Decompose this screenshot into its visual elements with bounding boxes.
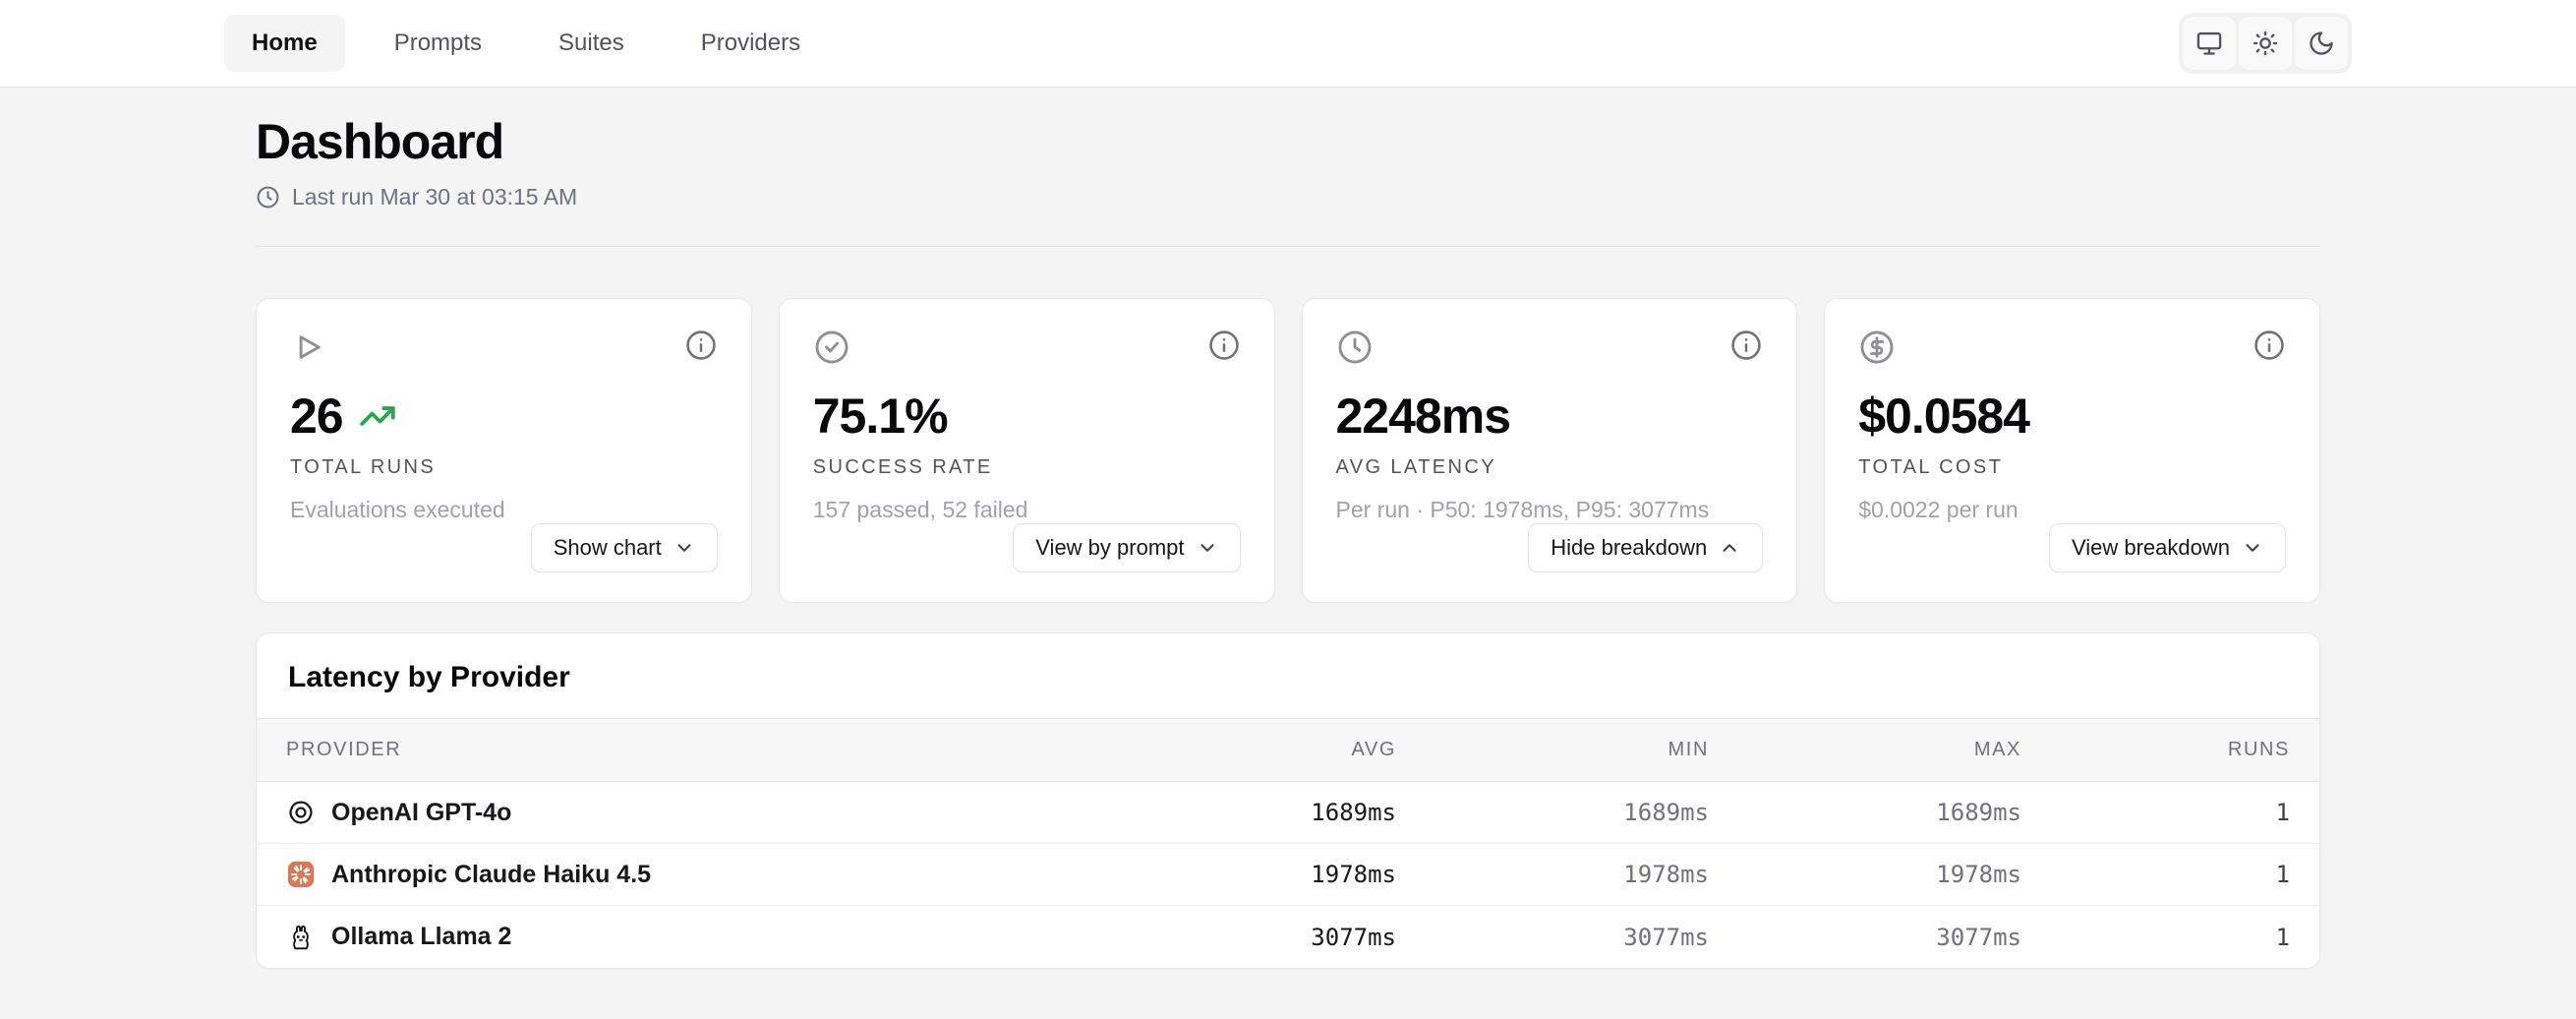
success-rate-value: 75.1% xyxy=(812,389,949,444)
column-min: MIN xyxy=(1668,739,1709,760)
last-run-status: Last run Mar 30 at 03:15 AM xyxy=(256,184,2320,210)
stat-card-avg-latency: 2248ms AVG LATENCY Per run · P50: 1978ms… xyxy=(1301,298,1798,603)
runs-cell: 1 xyxy=(2275,923,2290,951)
success-rate-sub: 157 passed, 52 failed xyxy=(812,497,1028,522)
avg-cell: 3077ms xyxy=(1311,923,1396,951)
monitor-icon xyxy=(2195,30,2223,57)
show-chart-button[interactable]: Show chart xyxy=(530,523,718,572)
chevron-down-icon xyxy=(677,544,691,552)
trending-up-icon xyxy=(359,397,396,435)
view-by-prompt-button[interactable]: View by prompt xyxy=(1013,523,1241,572)
anthropic-logo-icon xyxy=(286,860,316,889)
chevron-down-icon xyxy=(2246,544,2259,552)
column-provider: PROVIDER xyxy=(286,739,402,760)
table-row-anthropic: Anthropic Claude Haiku 4.5 1978ms 1978ms… xyxy=(257,844,2319,906)
max-cell: 3077ms xyxy=(1936,923,2021,951)
top-nav: Home Prompts Suites Providers xyxy=(0,0,2576,88)
avg-latency-value: 2248ms xyxy=(1335,389,1511,444)
min-cell: 3077ms xyxy=(1623,923,1709,951)
play-icon xyxy=(290,329,327,366)
tab-prompts[interactable]: Prompts xyxy=(393,30,483,56)
clock-icon xyxy=(1336,329,1374,366)
column-max: MAX xyxy=(1973,739,2021,760)
chevron-down-icon xyxy=(1200,544,1214,552)
total-cost-sub: $0.0022 per run xyxy=(1858,497,2019,522)
view-breakdown-label: View breakdown xyxy=(2071,535,2230,560)
theme-toggle-group xyxy=(2179,13,2352,74)
chevron-up-icon xyxy=(1723,544,1736,552)
min-cell: 1689ms xyxy=(1623,799,1709,826)
table-row-openai: OpenAI GPT-4o 1689ms 1689ms 1689ms 1 xyxy=(257,782,2319,844)
total-runs-label: TOTAL RUNS xyxy=(290,456,437,478)
view-by-prompt-label: View by prompt xyxy=(1035,535,1185,560)
max-cell: 1978ms xyxy=(1936,861,2021,888)
info-icon[interactable] xyxy=(684,329,718,362)
avg-latency-sub: Per run · P50: 1978ms, P95: 3077ms xyxy=(1335,497,1710,522)
sun-icon xyxy=(2252,30,2279,57)
total-runs-value: 26 xyxy=(290,389,344,444)
total-cost-label: TOTAL COST xyxy=(1858,456,2004,478)
last-run-text: Last run Mar 30 at 03:15 AM xyxy=(292,184,578,210)
success-rate-label: SUCCESS RATE xyxy=(812,456,993,478)
nav-tabs: Home Prompts Suites Providers xyxy=(224,15,828,72)
info-icon[interactable] xyxy=(1207,329,1241,362)
circle-dollar-icon xyxy=(1858,329,1896,366)
info-icon[interactable] xyxy=(1729,329,1763,362)
runs-cell: 1 xyxy=(2275,799,2290,826)
max-cell: 1689ms xyxy=(1936,799,2021,826)
stat-card-success-rate: 75.1% SUCCESS RATE 157 passed, 52 failed… xyxy=(778,298,1275,603)
info-icon[interactable] xyxy=(2253,329,2286,362)
avg-cell: 1978ms xyxy=(1311,861,1396,888)
circle-check-icon xyxy=(813,329,850,366)
avg-latency-label: AVG LATENCY xyxy=(1335,456,1496,478)
min-cell: 1978ms xyxy=(1623,861,1709,888)
theme-system-button[interactable] xyxy=(2183,17,2236,70)
latency-by-provider-card: Latency by Provider PROVIDER AVG MIN MAX… xyxy=(256,632,2320,969)
table-row-ollama: Ollama Llama 2 3077ms 3077ms 3077ms 1 xyxy=(257,906,2319,968)
view-breakdown-button[interactable]: View breakdown xyxy=(2048,523,2286,572)
runs-cell: 1 xyxy=(2275,861,2290,888)
hide-breakdown-button[interactable]: Hide breakdown xyxy=(1528,523,1764,572)
header-divider xyxy=(256,246,2320,247)
table-title: Latency by Provider xyxy=(288,661,570,693)
column-avg: AVG xyxy=(1351,739,1396,760)
provider-name: Ollama Llama 2 xyxy=(331,923,512,950)
stat-cards-row: 26 TOTAL RUNS Evaluations executed Show … xyxy=(256,298,2320,603)
provider-name: OpenAI GPT-4o xyxy=(331,798,512,826)
dashboard-page: Dashboard Last run Mar 30 at 03:15 AM 26 xyxy=(0,113,2576,969)
table-header-row: PROVIDER AVG MIN MAX RUNS xyxy=(257,718,2319,782)
moon-icon xyxy=(2308,30,2335,57)
show-chart-label: Show chart xyxy=(553,535,662,560)
tab-home[interactable]: Home xyxy=(224,15,345,72)
theme-dark-button[interactable] xyxy=(2295,17,2348,70)
column-runs: RUNS xyxy=(2227,739,2290,760)
tab-providers[interactable]: Providers xyxy=(700,30,801,56)
total-runs-sub: Evaluations executed xyxy=(290,497,505,522)
avg-cell: 1689ms xyxy=(1311,799,1396,826)
stat-card-total-runs: 26 TOTAL RUNS Evaluations executed Show … xyxy=(256,298,752,603)
ollama-logo-icon xyxy=(286,923,316,952)
provider-name: Anthropic Claude Haiku 4.5 xyxy=(331,860,652,888)
hide-breakdown-label: Hide breakdown xyxy=(1551,535,1708,560)
clock-icon xyxy=(256,185,280,210)
tab-suites[interactable]: Suites xyxy=(558,30,624,56)
openai-logo-icon xyxy=(286,798,316,827)
stat-card-total-cost: $0.0584 TOTAL COST $0.0022 per run View … xyxy=(1824,298,2320,603)
theme-light-button[interactable] xyxy=(2239,17,2292,70)
total-cost-value: $0.0584 xyxy=(1858,389,2030,444)
page-title: Dashboard xyxy=(256,114,504,169)
